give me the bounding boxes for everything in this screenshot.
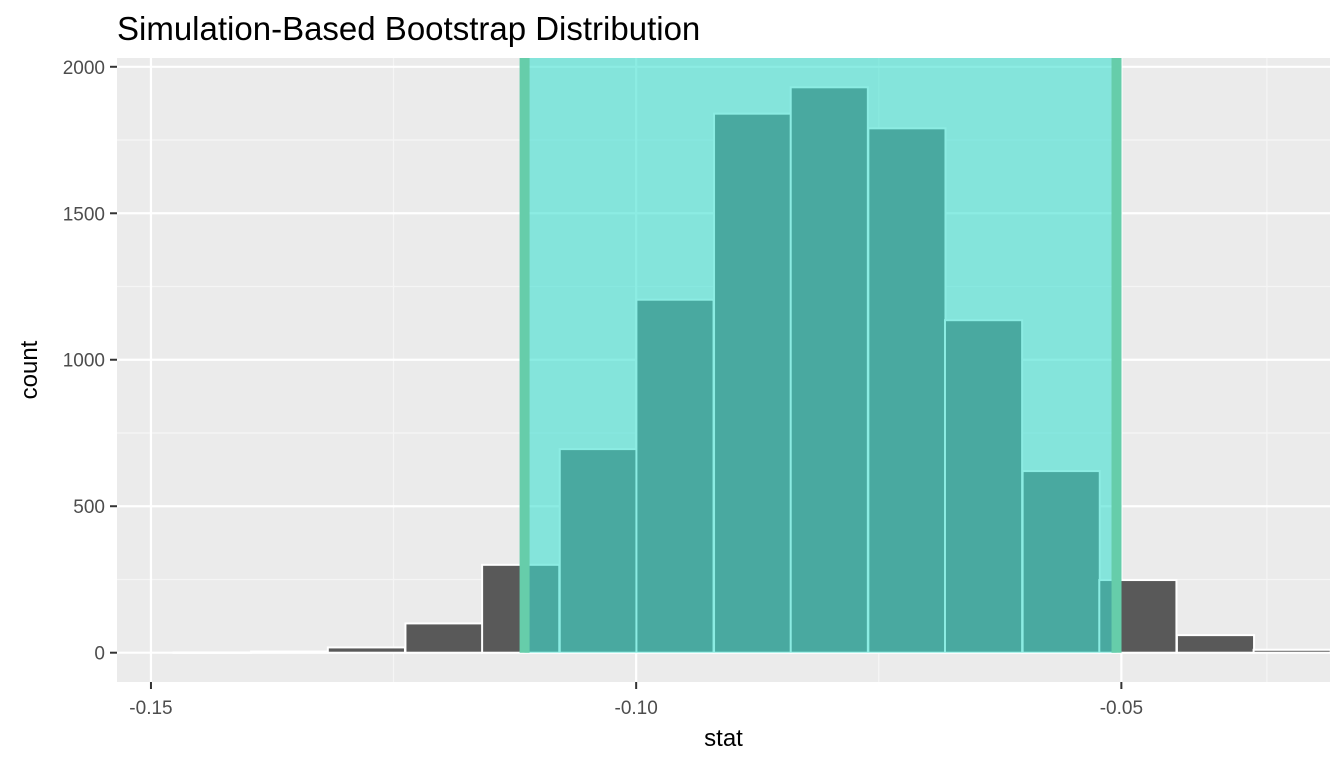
axes: 0 500 1000 1500 2000 -0.15 -0.10 -0.05 (63, 58, 1143, 719)
y-tick-label: 2000 (63, 58, 105, 79)
x-tick-label: -0.10 (615, 698, 658, 719)
y-tick-label: 1500 (63, 204, 105, 225)
y-axis-label: count (16, 340, 43, 399)
y-tick-label: 1000 (63, 351, 105, 372)
histogram-bar (172, 651, 252, 654)
confidence-interval-shade (524, 58, 1117, 653)
histogram-bar (1252, 648, 1332, 654)
histogram-bar (326, 646, 406, 654)
ci-shade-region (524, 58, 1117, 653)
y-tick-label: 0 (94, 644, 105, 665)
histogram-bar (1175, 634, 1256, 654)
x-axis-label: stat (704, 725, 743, 752)
y-tick-label: 500 (73, 497, 105, 518)
chart-title: Simulation-Based Bootstrap Distribution (117, 10, 700, 47)
x-tick-label: -0.05 (1100, 698, 1143, 719)
histogram-bar (250, 650, 330, 654)
x-tick-label: -0.15 (129, 698, 172, 719)
histogram-bar (404, 622, 484, 654)
confidence-interval-lines (519, 58, 1122, 653)
